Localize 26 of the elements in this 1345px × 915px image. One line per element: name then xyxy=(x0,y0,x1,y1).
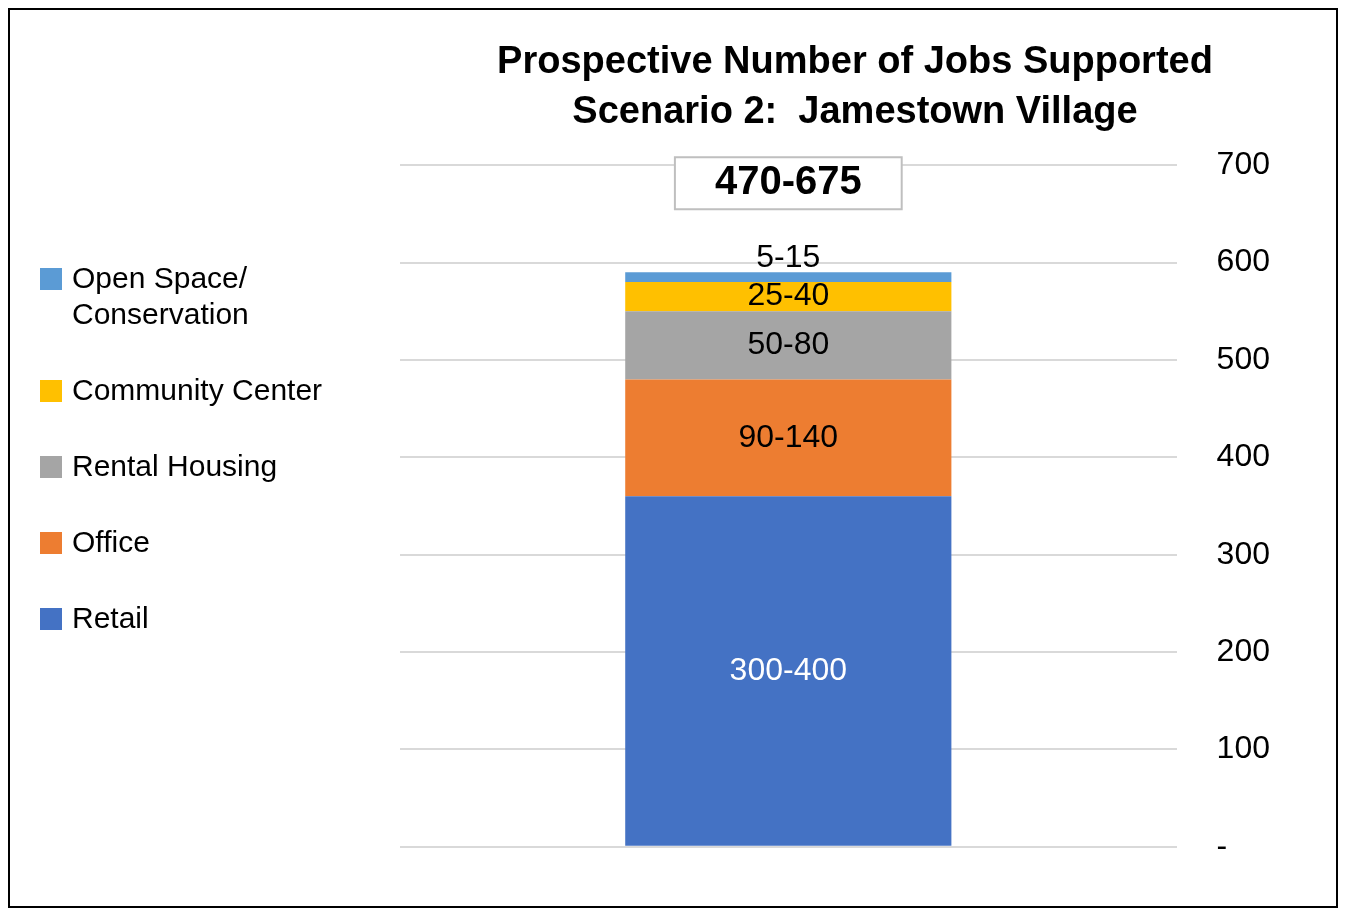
y-tick-label: - xyxy=(1216,826,1228,863)
bar xyxy=(625,379,952,497)
y-tick-label: 400 xyxy=(1216,437,1270,474)
bar xyxy=(625,496,952,846)
y-tick-label: 200 xyxy=(1216,631,1270,668)
data-label: 50-80 xyxy=(747,325,830,362)
legend-label: Open Space/ Conservation xyxy=(72,260,250,332)
legend-label: Community Center xyxy=(72,372,323,408)
y-tick-label: 100 xyxy=(1216,729,1270,766)
data-label: 90-140 xyxy=(738,417,839,454)
y-tick-label: 700 xyxy=(1216,145,1270,182)
bar xyxy=(625,282,952,312)
data-label: 5-15 xyxy=(756,238,821,275)
legend-label: Rental Housing xyxy=(72,448,278,484)
data-label: 300-400 xyxy=(729,650,848,687)
legend-label: Retail xyxy=(72,600,149,636)
bar xyxy=(625,311,952,380)
chart-title: Prospective Number of Jobs Supported xyxy=(497,39,1213,82)
bar xyxy=(625,272,952,283)
total-label: 470-675 xyxy=(714,158,862,203)
y-tick-label: 500 xyxy=(1216,339,1270,376)
chart-subtitle: Scenario 2: Jamestown Village xyxy=(572,88,1138,131)
y-tick-label: 300 xyxy=(1216,534,1270,571)
legend-label: Office xyxy=(72,524,150,560)
y-tick-label: 600 xyxy=(1216,242,1270,279)
data-label: 25-40 xyxy=(747,276,830,313)
